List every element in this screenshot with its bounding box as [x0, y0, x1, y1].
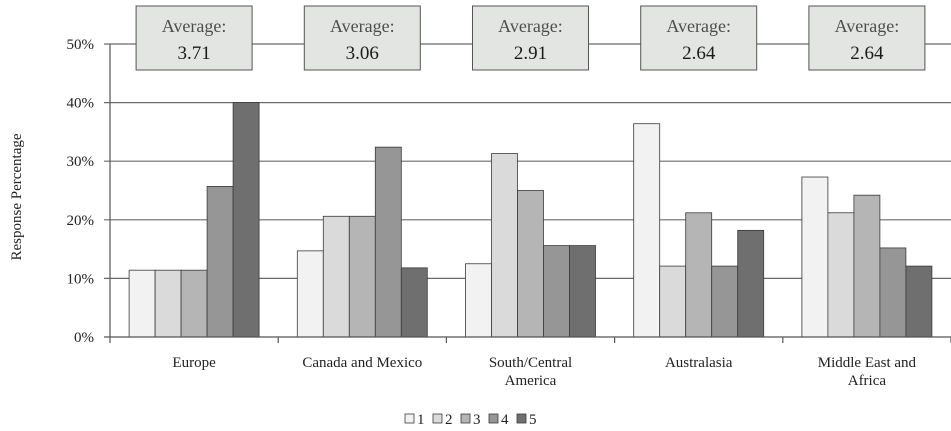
category-label-line: America — [505, 373, 557, 389]
y-axis-label: Response Percentage — [9, 133, 25, 260]
bar-south-central-america-series-1 — [465, 263, 492, 338]
average-label: Average: — [835, 16, 900, 36]
bar-australasia-series-1 — [633, 123, 661, 338]
average-label: Average: — [498, 16, 563, 36]
y-tick-label: 30% — [67, 154, 95, 170]
average-box — [640, 5, 758, 71]
y-tick-labels: 0% 10% 20% 30% 40% 50% — [67, 37, 95, 346]
average-box — [303, 5, 421, 71]
category-label: South/Central America — [489, 355, 572, 389]
bar-middle-east-and-africa-series-5 — [905, 265, 933, 338]
bars — [128, 102, 933, 338]
category-label-line: South/Central — [489, 355, 572, 371]
average-box — [472, 5, 589, 71]
legend-swatch — [488, 413, 499, 424]
bar-south-central-america-series-5 — [569, 245, 596, 338]
legend-swatch — [404, 413, 415, 424]
legend-swatch — [432, 413, 443, 424]
category-labels: Europe Canada and Mexico South/Central Amer… — [172, 355, 916, 389]
average-box — [808, 5, 926, 71]
average-callouts: Average: 3.71 Average: 3.06 Average: 2.91 Aver… — [135, 5, 926, 71]
axes — [104, 44, 951, 343]
average-label: Average: — [666, 16, 731, 36]
bar-south-central-america-series-3 — [517, 190, 544, 338]
y-tick-label: 50% — [67, 37, 95, 53]
legend-label: 3 — [473, 412, 481, 428]
bar-middle-east-and-africa-series-1 — [801, 176, 829, 338]
bar-australasia-series-2 — [659, 265, 687, 338]
bar-europe-series-1 — [128, 269, 156, 338]
y-tick-label: 40% — [67, 96, 95, 112]
legend-label: 5 — [529, 412, 537, 428]
bar-canada-and-mexico-series-1 — [296, 250, 324, 338]
average-label: Average: — [162, 16, 227, 36]
legend-label: 4 — [501, 412, 509, 428]
bar-europe-series-4 — [206, 185, 234, 338]
bar-canada-and-mexico-series-3 — [348, 215, 376, 338]
average-value: 2.64 — [850, 43, 884, 64]
average-value: 2.64 — [682, 43, 716, 64]
average-value: 2.91 — [514, 43, 547, 64]
legend-swatch — [460, 413, 471, 424]
bar-canada-and-mexico-series-4 — [374, 146, 402, 338]
bar-middle-east-and-africa-series-3 — [853, 194, 881, 338]
category-label: Europe — [172, 355, 216, 371]
category-label-line: Middle East and — [818, 355, 917, 371]
y-tick-label: 10% — [67, 271, 95, 287]
category-label-line: Australasia — [665, 355, 733, 371]
bar-europe-series-2 — [154, 269, 182, 338]
y-tick-label: 0% — [74, 330, 94, 346]
y-tick-label: 20% — [67, 213, 95, 229]
legend-swatch — [516, 413, 527, 424]
bar-canada-and-mexico-series-2 — [322, 215, 350, 338]
category-label-line: Africa — [848, 373, 887, 389]
legend-label: 2 — [445, 412, 453, 428]
category-label-line: Europe — [172, 355, 216, 371]
category-label: Australasia — [665, 355, 733, 371]
category-label: Middle East and Africa — [818, 355, 917, 389]
average-box — [135, 5, 253, 71]
average-label: Average: — [330, 16, 395, 36]
bar-south-central-america-series-4 — [543, 245, 570, 338]
category-label: Canada and Mexico — [302, 355, 422, 371]
bar-australasia-series-5 — [737, 229, 765, 338]
average-value: 3.06 — [346, 43, 379, 64]
legend-label: 1 — [417, 412, 425, 428]
category-label-line: Canada and Mexico — [302, 355, 422, 371]
average-value: 3.71 — [177, 43, 210, 64]
bar-australasia-series-4 — [711, 265, 739, 338]
bar-middle-east-and-africa-series-2 — [827, 212, 855, 338]
bar-canada-and-mexico-series-5 — [400, 267, 428, 338]
bar-australasia-series-3 — [685, 212, 713, 338]
bar-europe-series-3 — [180, 269, 208, 338]
legend: 1 2 3 4 5 — [404, 412, 537, 428]
bar-europe-series-5 — [232, 102, 260, 338]
bar-middle-east-and-africa-series-4 — [879, 247, 907, 338]
bar-south-central-america-series-2 — [491, 153, 518, 338]
